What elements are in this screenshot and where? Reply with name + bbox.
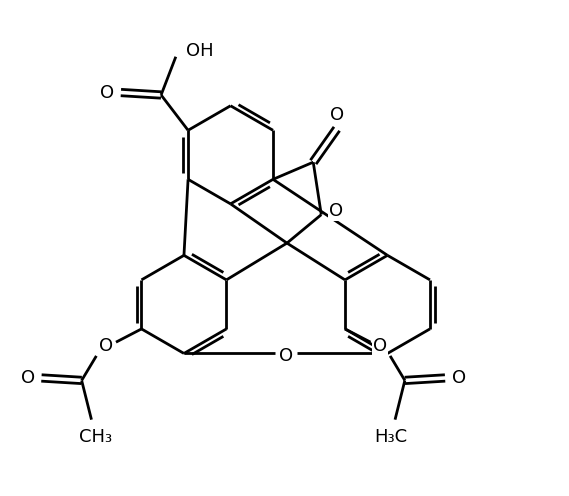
Text: O: O	[452, 369, 466, 387]
Text: O: O	[279, 347, 293, 365]
Text: CH₃: CH₃	[79, 428, 112, 446]
Text: H₃C: H₃C	[374, 428, 407, 446]
Text: OH: OH	[185, 42, 213, 60]
Text: O: O	[20, 369, 35, 387]
Text: O: O	[373, 337, 387, 355]
Text: O: O	[329, 106, 344, 124]
Text: O: O	[329, 202, 343, 220]
Text: O: O	[99, 337, 113, 355]
Text: O: O	[100, 83, 114, 102]
